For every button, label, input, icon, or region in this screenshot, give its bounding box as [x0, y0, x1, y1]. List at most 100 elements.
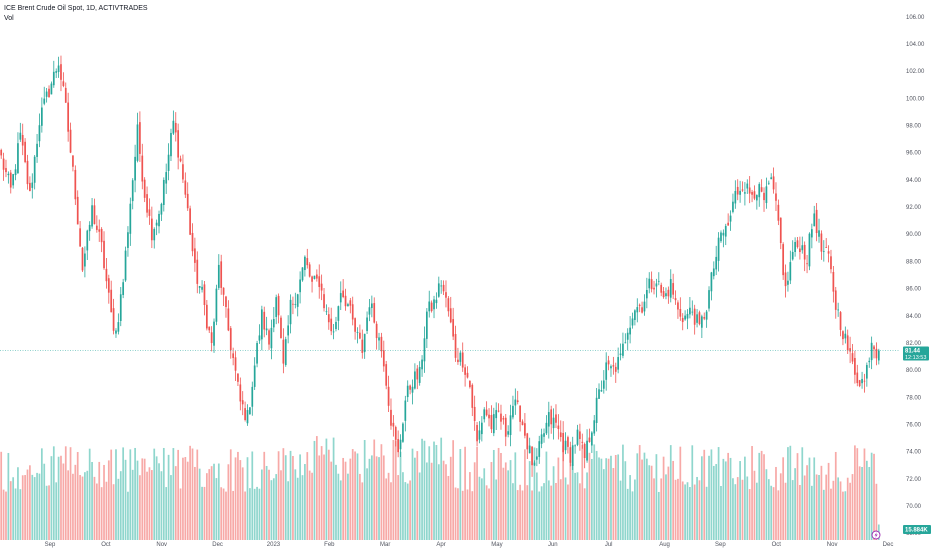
- symbol-title[interactable]: ICE Brent Crude Oil Spot, 1D, ACTIVTRADE…: [4, 5, 148, 12]
- candle-body: [31, 182, 34, 188]
- candle: [91, 197, 93, 229]
- candle: [265, 316, 268, 336]
- candle-body: [858, 380, 861, 387]
- candle: [557, 414, 560, 440]
- candle-body: [284, 339, 287, 365]
- x-tick-label: Nov: [156, 542, 167, 548]
- candle-body: [57, 65, 60, 73]
- candle: [586, 429, 588, 463]
- volume-bar: [545, 451, 548, 540]
- volume-bar: [304, 464, 306, 540]
- volume-bar: [203, 486, 206, 540]
- volume-bar: [600, 458, 603, 540]
- candle-body: [194, 248, 196, 263]
- volume-bar: [760, 450, 763, 540]
- candle-body: [342, 290, 345, 298]
- candle-body: [765, 186, 768, 204]
- volume-bar: [205, 473, 208, 540]
- volume-bar: [301, 475, 304, 540]
- candle: [148, 198, 151, 225]
- candle-body: [739, 190, 741, 195]
- candle-body: [540, 434, 543, 444]
- candle-body: [521, 421, 524, 426]
- volume-bar: [672, 460, 675, 540]
- candle-body: [294, 304, 297, 305]
- volume-bar: [402, 472, 404, 540]
- volume-bar: [827, 462, 830, 540]
- candle: [708, 286, 710, 312]
- volume-bar: [437, 464, 440, 540]
- candle: [552, 408, 555, 440]
- y-tick-label: 72.00: [906, 477, 922, 483]
- candle-body: [304, 256, 306, 271]
- candle: [758, 182, 761, 207]
- time-axis[interactable]: Sep Oct Nov Dec 2023 Feb Mar Apr May Jun Jul Aug Sep…: [45, 542, 894, 548]
- candle-body: [732, 201, 734, 212]
- volume-bar: [213, 463, 215, 540]
- candle: [344, 288, 347, 311]
- candle-body: [674, 298, 677, 301]
- volume-bar: [801, 447, 804, 540]
- candle-body: [150, 218, 153, 241]
- candle: [703, 312, 706, 321]
- volume-bar: [232, 490, 235, 540]
- event-marker[interactable]: [871, 530, 881, 540]
- candle: [435, 292, 438, 309]
- candle: [519, 405, 521, 432]
- candle: [590, 431, 593, 453]
- volume-bar: [461, 490, 464, 540]
- volume-bar: [519, 484, 521, 540]
- candle-body: [146, 194, 148, 213]
- candle: [461, 342, 464, 372]
- candle: [36, 133, 38, 163]
- candle: [402, 422, 404, 443]
- volume-bar: [366, 468, 368, 540]
- volume-bar: [507, 470, 510, 540]
- candle: [485, 401, 488, 417]
- candle: [423, 326, 426, 373]
- candle-body: [325, 311, 328, 313]
- candle: [342, 279, 345, 299]
- candle-body: [320, 283, 323, 291]
- candle: [284, 336, 287, 367]
- price-axis[interactable]: 106.00 104.00 102.00 100.00 98.00 96.00 94.00 9…: [906, 15, 925, 537]
- volume-bar: [588, 452, 591, 540]
- volume-bar: [160, 471, 163, 540]
- x-tick-label: Jun: [548, 542, 558, 548]
- volume-bar: [339, 480, 342, 540]
- volume-bar: [590, 458, 593, 540]
- volume-bar: [411, 448, 414, 540]
- volume-bar: [136, 460, 139, 540]
- price-tag-bg: [903, 346, 929, 361]
- volume-bar: [720, 485, 722, 540]
- volume-bar: [485, 485, 488, 540]
- x-tick-label: Feb: [324, 542, 335, 548]
- candle-body: [411, 386, 414, 393]
- candle-body: [354, 318, 356, 332]
- candle-body: [141, 155, 144, 182]
- candle-body: [318, 276, 321, 287]
- x-tick-label: Sep: [715, 542, 726, 548]
- candle-body: [789, 262, 792, 281]
- candle-body: [650, 279, 653, 290]
- candle: [784, 264, 787, 298]
- candle-body: [347, 304, 349, 307]
- y-tick-label: 78.00: [906, 395, 922, 401]
- volume-bar: [454, 487, 457, 540]
- candle-body: [516, 400, 519, 403]
- candle-body: [555, 414, 557, 423]
- candle-body: [839, 312, 842, 330]
- candle: [253, 357, 256, 390]
- volume-indicator-label[interactable]: Vol: [4, 15, 14, 22]
- volume-bar: [662, 456, 665, 540]
- candle: [205, 300, 208, 331]
- volume-bar: [406, 483, 409, 540]
- candle: [414, 363, 416, 390]
- candle-body: [100, 228, 103, 243]
- volume-bar: [858, 466, 861, 540]
- candle: [260, 305, 263, 351]
- volume-bar: [287, 481, 290, 540]
- candle-body: [215, 288, 218, 322]
